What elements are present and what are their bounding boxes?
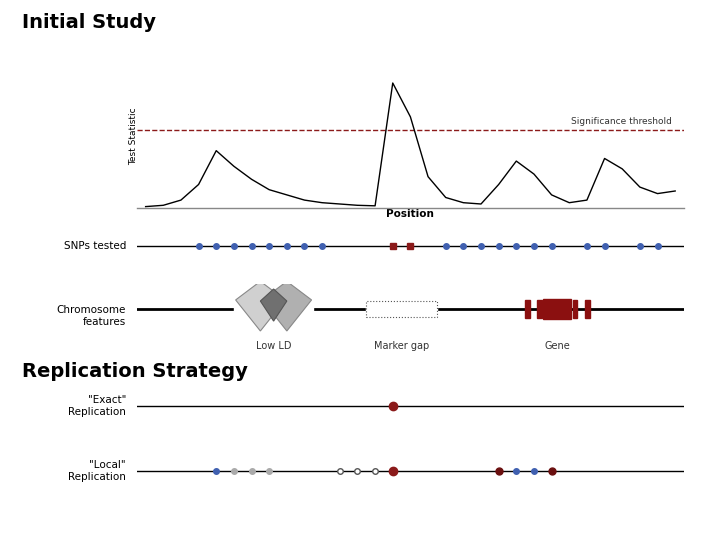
- Bar: [538, 300, 542, 318]
- Text: Replication Strategy: Replication Strategy: [22, 362, 248, 381]
- X-axis label: Position: Position: [387, 210, 434, 219]
- Y-axis label: Test Statistic: Test Statistic: [130, 107, 138, 165]
- Bar: [543, 299, 571, 319]
- Text: Low LD: Low LD: [256, 341, 292, 351]
- Polygon shape: [262, 281, 312, 331]
- Polygon shape: [261, 289, 287, 321]
- Text: Gene: Gene: [544, 341, 570, 351]
- Bar: [525, 300, 529, 318]
- Text: "Exact"
Replication: "Exact" Replication: [68, 395, 126, 417]
- Polygon shape: [235, 281, 285, 331]
- Text: "Local"
Replication: "Local" Replication: [68, 460, 126, 482]
- Text: Significance threshold: Significance threshold: [571, 117, 672, 126]
- Bar: [573, 300, 577, 318]
- Text: SNPs tested: SNPs tested: [63, 241, 126, 251]
- Bar: [366, 301, 437, 317]
- Bar: [585, 300, 590, 318]
- Text: Marker gap: Marker gap: [374, 341, 429, 351]
- Text: Chromosome
features: Chromosome features: [57, 305, 126, 327]
- Text: Initial Study: Initial Study: [22, 14, 156, 32]
